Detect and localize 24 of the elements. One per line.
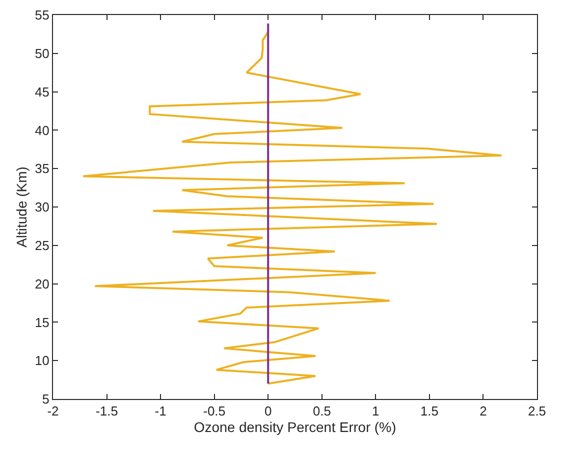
line-series <box>82 30 503 385</box>
x-tick-label: -1.5 <box>96 404 118 419</box>
y-tick-label: 45 <box>34 84 50 100</box>
y-axis-title: Altitude (Km) <box>14 166 30 248</box>
y-tick-label: 35 <box>34 161 50 176</box>
x-tick-label: 0 <box>264 404 272 419</box>
y-tick-label: 55 <box>34 8 50 23</box>
y-tick-label: 20 <box>34 276 50 292</box>
x-tick-label: -2 <box>47 404 59 419</box>
y-tick-label: 10 <box>34 353 50 368</box>
y-tick-label: 40 <box>34 122 50 138</box>
x-tick-label: 2 <box>480 404 487 419</box>
y-tick-label: 5 <box>42 392 50 407</box>
y-tick-label: 50 <box>34 46 50 61</box>
x-tick-label: 2.5 <box>528 404 546 419</box>
y-tick-label: 25 <box>34 238 50 253</box>
x-tick-label: 1.5 <box>420 404 438 419</box>
y-tick-label: 30 <box>34 200 50 215</box>
x-tick-label: -1 <box>154 404 166 419</box>
x-tick-label: -0.5 <box>203 404 226 419</box>
x-tick-label: 0.5 <box>312 404 331 419</box>
x-tick-label: 1 <box>372 404 380 419</box>
y-tick-label: 15 <box>34 314 50 330</box>
x-axis-title: Ozone density Percent Error (%) <box>194 418 396 435</box>
